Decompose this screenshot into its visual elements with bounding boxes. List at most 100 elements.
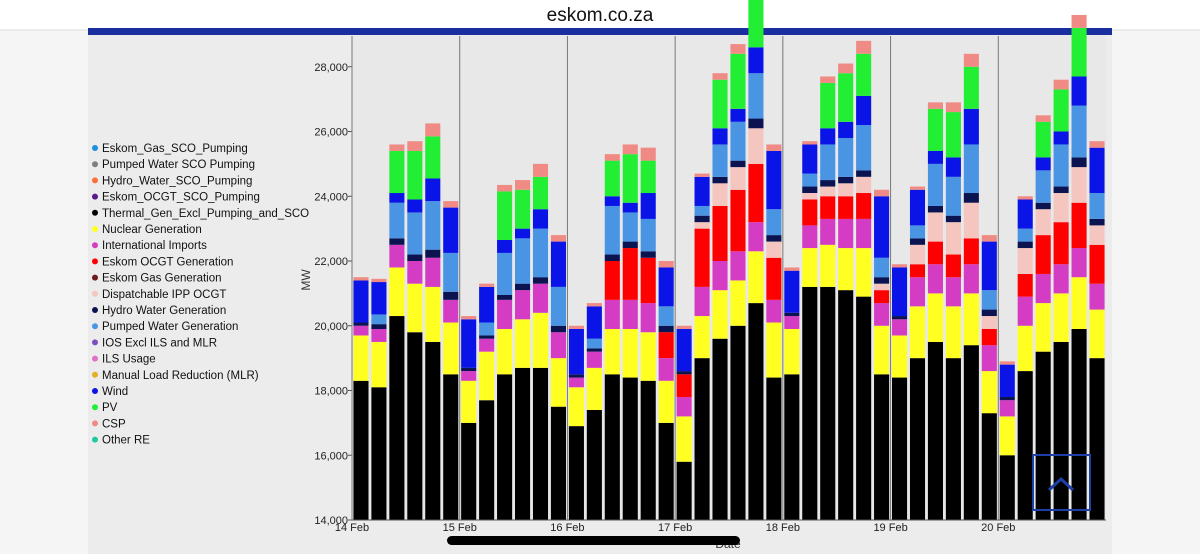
- bar-segment: [622, 248, 638, 300]
- bar-segment: [712, 73, 728, 80]
- legend-label: Manual Load Reduction (MLR): [102, 370, 259, 382]
- scroll-top-button[interactable]: [1032, 454, 1091, 511]
- bar-segment: [1089, 283, 1105, 310]
- panel-header: [88, 28, 1112, 35]
- bar-segment: [820, 196, 836, 219]
- bar-segment: [712, 176, 728, 184]
- bar-segment: [856, 296, 872, 520]
- bar-segment: [550, 241, 566, 287]
- bar-segment: [748, 251, 764, 304]
- bar-segment: [407, 199, 423, 213]
- bar-segment: [838, 176, 854, 184]
- bar-segment: [874, 303, 890, 326]
- bar-segment: [550, 235, 566, 242]
- bar-segment: [766, 377, 782, 520]
- bar-segment: [389, 267, 405, 317]
- bar-segment: [425, 123, 441, 137]
- y-tick-label: 16,000: [314, 450, 348, 462]
- bar-segment: [1071, 105, 1087, 158]
- bar-segment: [1017, 241, 1033, 249]
- legend-label: Hydro_Water_SCO_Pumping: [102, 175, 252, 187]
- bar-segment: [874, 325, 890, 375]
- bar-segment: [640, 257, 656, 304]
- bar-segment: [838, 218, 854, 249]
- url[interactable]: eskom.co.za: [547, 5, 654, 26]
- bar-segment: [461, 316, 477, 320]
- bar-segment: [1089, 358, 1105, 520]
- bar-segment: [712, 128, 728, 145]
- bar-segment: [712, 183, 728, 206]
- bar-segment: [1053, 79, 1069, 90]
- bar-segment: [784, 374, 800, 520]
- bar-segment: [604, 154, 620, 161]
- legend-label: Pumped Water SCO Pumping: [102, 159, 255, 171]
- bar-segment: [945, 215, 961, 223]
- bar-segment: [694, 215, 710, 223]
- x-tick-label: 14 Feb: [335, 522, 369, 534]
- bar-segment: [999, 396, 1015, 401]
- bar-segment: [407, 261, 423, 284]
- bar-segment: [1017, 199, 1033, 229]
- scrollbar[interactable]: [447, 536, 740, 545]
- bar-segment: [1035, 235, 1051, 274]
- legend-swatch: [92, 177, 98, 184]
- bar-segment: [622, 328, 638, 378]
- bar-segment: [838, 248, 854, 291]
- legend-swatch: [92, 274, 98, 281]
- bar-segment: [927, 163, 943, 206]
- bar-segment: [963, 264, 979, 294]
- legend-swatch: [92, 339, 98, 346]
- bar-segment: [479, 338, 495, 352]
- bar-segment: [856, 176, 872, 194]
- bar-segment: [838, 196, 854, 219]
- bar-segment: [874, 189, 890, 197]
- bar-segment: [586, 409, 602, 520]
- bar-segment: [730, 325, 746, 520]
- bar-segment: [748, 163, 764, 223]
- bar-segment: [532, 312, 549, 368]
- bar-segment: [1053, 186, 1069, 194]
- bar-segment: [425, 201, 441, 250]
- bar-segment: [676, 416, 692, 462]
- legend-label: Eskom OCGT Generation: [102, 256, 233, 268]
- bar-segment: [371, 387, 387, 520]
- bar-segment: [820, 218, 836, 245]
- bar-segment: [1053, 293, 1069, 342]
- bar-segment: [371, 341, 387, 388]
- bar-segment: [1035, 209, 1051, 236]
- bar-segment: [676, 328, 692, 372]
- bar-segment: [497, 299, 513, 329]
- bar-segment: [1071, 248, 1087, 278]
- bar-segment: [802, 186, 818, 194]
- bar-segment: [658, 332, 674, 359]
- bar-segment: [640, 193, 656, 219]
- bar-segment: [1017, 371, 1033, 520]
- scroll-top-icon: [1047, 476, 1075, 492]
- bar-segment: [461, 422, 477, 520]
- y-tick-label: 28,000: [314, 62, 348, 74]
- bar-segment: [461, 371, 477, 381]
- bar-segment: [981, 290, 997, 310]
- bar-segment: [479, 335, 495, 339]
- bar-segment: [622, 202, 638, 213]
- bar-segment: [1053, 264, 1069, 294]
- bar-segment: [1035, 273, 1051, 304]
- bar-segment: [981, 345, 997, 372]
- bar-segment: [443, 207, 459, 253]
- bar-segment: [407, 283, 423, 333]
- bar-segment: [802, 193, 818, 200]
- bar-segment: [1035, 202, 1051, 210]
- bar-segment: [856, 170, 872, 177]
- bar-segment: [497, 184, 513, 192]
- bar-segment: [730, 189, 746, 252]
- bar-segment: [658, 261, 674, 268]
- bar-segment: [676, 371, 692, 375]
- bar-segment: [1071, 14, 1087, 28]
- bar-segment: [1017, 325, 1033, 372]
- bar-segment: [856, 40, 872, 54]
- bar-segment: [945, 157, 961, 177]
- bar-segment: [766, 241, 782, 258]
- bar-segment: [874, 290, 890, 304]
- bar-segment: [407, 212, 423, 255]
